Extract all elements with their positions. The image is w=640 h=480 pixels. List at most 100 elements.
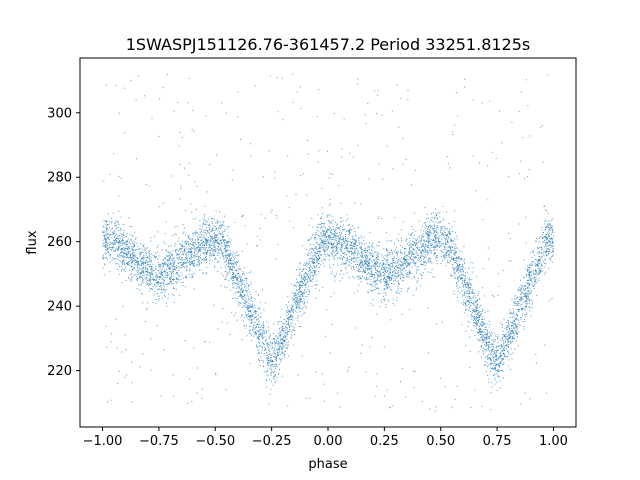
scatter-point (199, 225, 201, 227)
scatter-point (131, 259, 133, 261)
scatter-point (489, 359, 491, 361)
scatter-point (329, 241, 331, 243)
scatter-point (293, 295, 295, 297)
scatter-point (200, 257, 201, 259)
scatter-point (149, 264, 151, 266)
scatter-point (416, 270, 418, 272)
scatter-point (145, 270, 147, 272)
scatter-point (419, 273, 421, 275)
scatter-point (282, 343, 284, 345)
scatter-point (488, 378, 490, 380)
scatter-point (444, 254, 446, 256)
scatter-point (259, 365, 261, 367)
scatter-point (314, 271, 316, 273)
scatter-point (290, 310, 292, 312)
scatter-point (464, 280, 466, 282)
scatter-point (482, 331, 484, 333)
scatter-point (130, 253, 132, 255)
scatter-point (400, 269, 402, 271)
scatter-point (403, 266, 405, 268)
scatter-point (408, 271, 410, 273)
scatter-point (448, 255, 450, 257)
scatter-point (246, 314, 248, 316)
scatter-point (229, 240, 231, 242)
scatter-point (422, 249, 423, 251)
scatter-point (229, 246, 231, 248)
scatter-point (120, 244, 122, 246)
scatter-point (498, 273, 499, 275)
scatter-point (408, 245, 410, 247)
scatter-point (542, 232, 544, 234)
scatter-point (513, 314, 515, 316)
scatter-point (342, 224, 344, 226)
scatter-point (502, 339, 504, 341)
scatter-point (247, 310, 249, 312)
scatter-point (530, 283, 532, 285)
scatter-point (188, 174, 190, 176)
scatter-point (395, 249, 397, 251)
scatter-point (458, 265, 460, 266)
scatter-point (531, 271, 533, 273)
scatter-point (330, 244, 332, 245)
scatter-point (295, 297, 297, 299)
scatter-point (307, 239, 309, 241)
scatter-point (106, 245, 108, 247)
scatter-point (195, 256, 197, 258)
scatter-point (294, 294, 296, 296)
scatter-point (109, 255, 111, 256)
scatter-point (408, 242, 410, 243)
scatter-point (494, 377, 496, 379)
scatter-point (430, 243, 431, 244)
scatter-point (117, 383, 119, 384)
scatter-point (304, 291, 306, 293)
scatter-point (536, 294, 538, 296)
scatter-point (455, 235, 457, 237)
scatter-point (146, 279, 148, 281)
scatter-point (252, 335, 254, 337)
scatter-point (150, 266, 152, 268)
scatter-point (451, 259, 453, 260)
scatter-point (378, 279, 380, 281)
scatter-point (151, 279, 153, 281)
scatter-point (528, 296, 530, 298)
scatter-point (459, 292, 461, 294)
scatter-point (177, 250, 179, 252)
scatter-point (426, 218, 427, 219)
scatter-point (179, 262, 181, 264)
scatter-point (117, 222, 119, 224)
scatter-point (135, 99, 137, 101)
scatter-point (263, 325, 265, 327)
scatter-point (129, 260, 131, 262)
scatter-point (220, 244, 222, 246)
scatter-point (296, 311, 298, 313)
scatter-point (174, 233, 176, 235)
scatter-point (408, 275, 410, 277)
scatter-point (458, 272, 459, 274)
scatter-point (457, 115, 459, 117)
scatter-point (177, 278, 179, 280)
scatter-point (456, 256, 458, 258)
scatter-point (214, 241, 216, 243)
scatter-point (146, 302, 148, 304)
scatter-point (279, 368, 280, 370)
scatter-point (436, 214, 438, 216)
scatter-point (527, 299, 529, 300)
scatter-point (121, 234, 123, 236)
scatter-point (218, 248, 220, 250)
scatter-point (302, 300, 304, 302)
scatter-point (286, 338, 288, 340)
scatter-point (390, 319, 391, 321)
scatter-point (427, 217, 429, 219)
scatter-point (440, 249, 442, 251)
scatter-point (287, 319, 289, 321)
scatter-point (145, 248, 147, 250)
scatter-point (121, 268, 123, 270)
scatter-point (523, 328, 525, 330)
scatter-point (506, 329, 508, 331)
scatter-point (466, 300, 468, 302)
scatter-point (258, 351, 260, 353)
scatter-point (425, 250, 427, 252)
scatter-point (203, 258, 204, 260)
scatter-point (347, 371, 349, 373)
scatter-point (371, 272, 373, 274)
